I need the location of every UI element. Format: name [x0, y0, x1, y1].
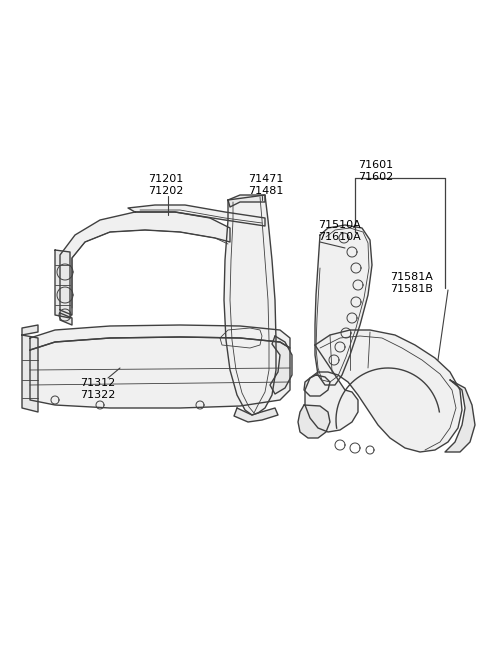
Polygon shape	[228, 195, 265, 207]
Polygon shape	[60, 313, 72, 325]
Text: 71312
71322: 71312 71322	[80, 378, 115, 400]
Polygon shape	[270, 336, 292, 394]
Text: 71581A
71581B: 71581A 71581B	[390, 272, 433, 293]
Polygon shape	[30, 325, 290, 350]
Polygon shape	[60, 212, 230, 315]
Text: 71510A
71610A: 71510A 71610A	[318, 220, 361, 242]
Polygon shape	[22, 335, 38, 412]
Polygon shape	[55, 250, 70, 318]
Polygon shape	[298, 405, 330, 438]
Polygon shape	[304, 375, 330, 396]
Text: 71601
71602: 71601 71602	[358, 160, 393, 181]
Polygon shape	[128, 205, 265, 226]
Polygon shape	[22, 325, 38, 335]
Polygon shape	[305, 330, 462, 452]
Polygon shape	[30, 337, 290, 408]
Polygon shape	[234, 408, 278, 422]
Polygon shape	[445, 380, 475, 452]
Text: 71201
71202: 71201 71202	[148, 174, 183, 196]
Polygon shape	[315, 225, 372, 385]
Text: 71471
71481: 71471 71481	[248, 174, 283, 196]
Polygon shape	[224, 195, 276, 415]
